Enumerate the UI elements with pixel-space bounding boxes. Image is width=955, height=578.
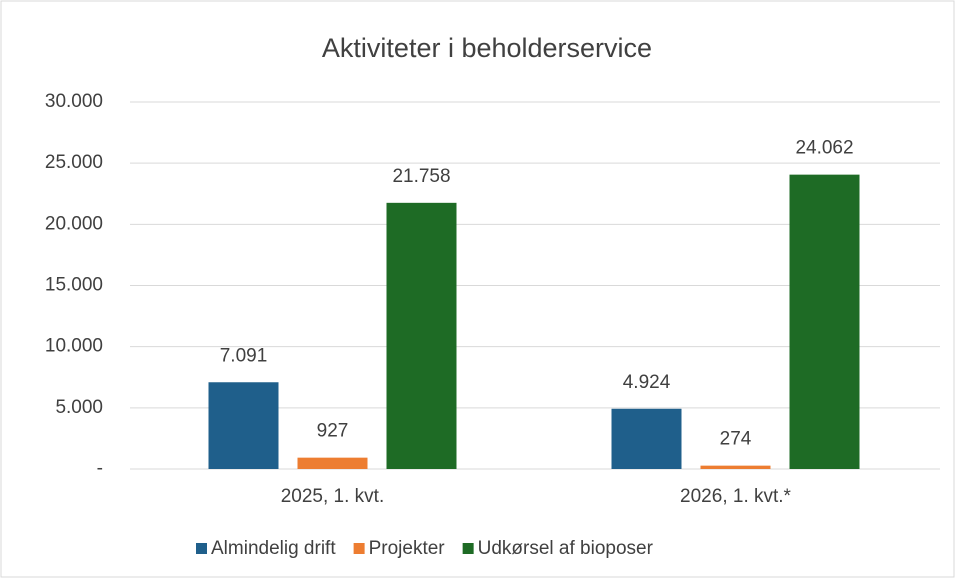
legend-swatch (462, 543, 474, 554)
data-label: 274 (720, 429, 752, 450)
legend-swatch (196, 543, 207, 554)
y-tick-label: 20.000 (45, 213, 103, 234)
x-tick-label: 2025, 1. kvt. (281, 486, 385, 507)
bar (386, 202, 457, 469)
legend-label: Projekter (369, 538, 446, 559)
bar (700, 465, 771, 469)
chart-title: Aktiviteter i beholderservice (322, 33, 652, 63)
data-label: 21.758 (392, 166, 450, 187)
data-label: 7.091 (220, 345, 268, 366)
y-tick-label: 15.000 (45, 275, 103, 296)
y-tick-label: 30.000 (45, 91, 103, 112)
y-tick-label: 5.000 (55, 397, 103, 418)
bar (611, 408, 682, 469)
x-tick-label: 2026, 1. kvt.* (680, 486, 792, 507)
y-tick-label: 25.000 (45, 152, 103, 173)
bar (297, 457, 368, 469)
bar (789, 174, 860, 469)
y-tick-label: - (97, 458, 103, 479)
legend-label: Almindelig drift (211, 538, 336, 559)
legend-swatch (353, 543, 365, 554)
data-label: 927 (317, 421, 349, 442)
data-label: 4.924 (623, 372, 671, 393)
legend-label: Udkørsel af bioposer (478, 538, 654, 559)
bar (208, 382, 279, 469)
y-tick-label: 10.000 (45, 336, 103, 357)
data-label: 24.062 (795, 138, 853, 159)
